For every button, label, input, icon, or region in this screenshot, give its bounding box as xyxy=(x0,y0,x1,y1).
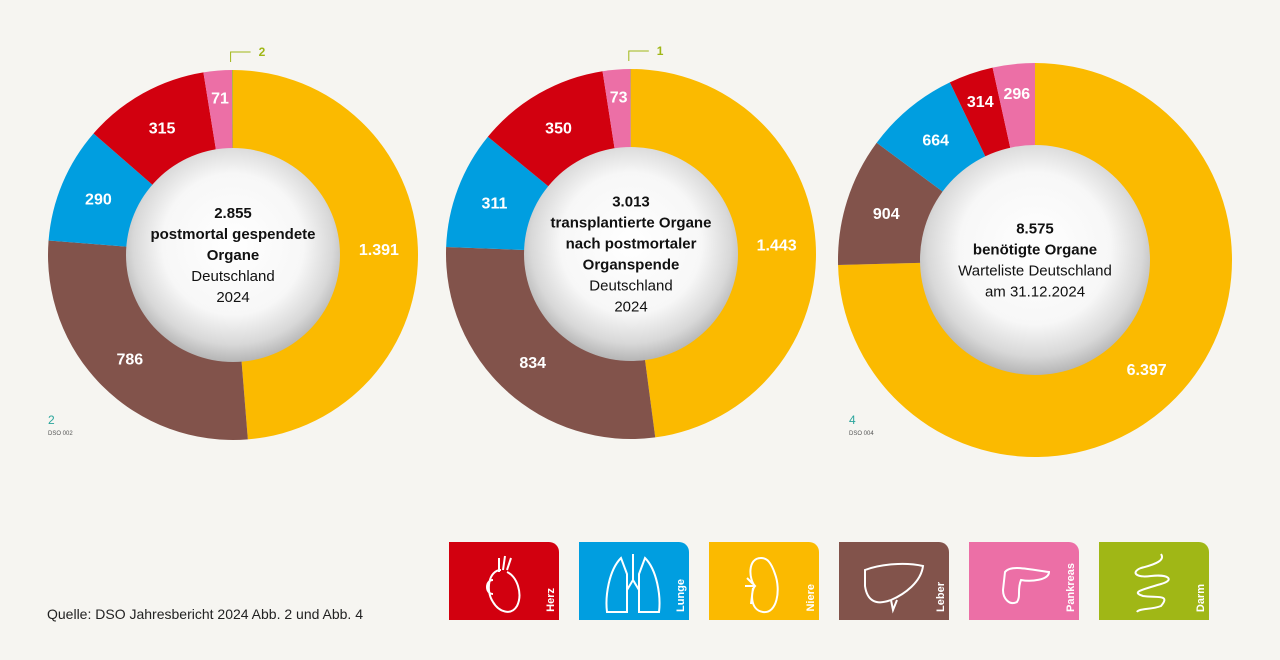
donut-center xyxy=(126,148,340,362)
data-label: 6.397 xyxy=(1127,362,1167,379)
data-label: 315 xyxy=(149,120,176,137)
legend-item-lunge: Lunge xyxy=(579,542,689,620)
donut-center xyxy=(920,145,1150,375)
legend-label: Niere xyxy=(805,584,817,612)
legend-item-herz: Herz xyxy=(449,542,559,620)
donut-chart-1: 1.391 786 290 315 71 2 2.855 postmortal gespend… xyxy=(48,45,418,440)
source-note: Quelle: DSO Jahresbericht 2024 Abb. 2 un… xyxy=(47,606,363,622)
legend-label: Lunge xyxy=(675,579,687,612)
data-label: 2 xyxy=(259,45,266,59)
data-label: 1.443 xyxy=(757,237,797,254)
data-label: 904 xyxy=(873,206,900,223)
figure-code: DSO 004 xyxy=(849,431,874,437)
lungs-icon xyxy=(605,554,661,613)
center-title: transplantierte Organe xyxy=(551,215,712,232)
center-subtitle: am 31.12.2024 xyxy=(985,284,1085,301)
data-label: 786 xyxy=(116,351,143,368)
legend-label: Darm xyxy=(1195,583,1207,612)
center-subtitle: Deutschland xyxy=(589,278,672,295)
data-label: 311 xyxy=(482,195,508,212)
center-title: 8.575 xyxy=(1016,221,1054,238)
donut-center xyxy=(524,147,738,361)
figure-number: 2 xyxy=(48,413,55,427)
intestine-icon xyxy=(1134,553,1170,613)
legend-label: Pankreas xyxy=(1065,563,1077,612)
data-label: 664 xyxy=(922,133,949,150)
liver-icon xyxy=(864,562,925,614)
data-label: 314 xyxy=(967,94,994,111)
data-label: 71 xyxy=(211,91,229,108)
center-title: 2.855 xyxy=(214,205,252,222)
legend-item-darm: Darm xyxy=(1099,542,1209,620)
legend-item-leber: Leber xyxy=(839,542,949,620)
center-title: nach postmortaler xyxy=(566,236,697,253)
legend-label: Leber xyxy=(935,582,947,612)
data-label: 834 xyxy=(519,355,546,372)
data-label: 350 xyxy=(545,120,572,137)
center-subtitle: Warteliste Deutschland xyxy=(958,263,1112,280)
data-label: 296 xyxy=(1003,86,1030,103)
center-title: 3.013 xyxy=(612,194,650,211)
center-title: Organspende xyxy=(583,257,680,274)
donut-charts: 1.391 786 290 315 71 2 2.855 postmortal gespend… xyxy=(48,44,1233,457)
figure-number: 4 xyxy=(849,413,856,427)
data-label: 290 xyxy=(85,191,112,208)
legend-item-niere: Niere xyxy=(709,542,819,620)
center-subtitle: 2024 xyxy=(614,299,647,316)
donut-chart-2: 1.443 834 311 350 73 1 3.013 transplantierte Or… xyxy=(446,44,817,440)
callout-line xyxy=(230,51,251,63)
data-label: 1.391 xyxy=(359,242,399,259)
center-title: benötigte Organe xyxy=(973,242,1097,259)
callout-line xyxy=(628,50,649,62)
center-subtitle: Deutschland xyxy=(191,268,274,285)
legend-item-pankreas: Pankreas xyxy=(969,542,1079,620)
center-title: postmortal gespendete xyxy=(150,226,315,243)
data-label: 1 xyxy=(657,44,664,58)
kidney-icon xyxy=(745,556,779,614)
legend-label: Herz xyxy=(545,588,557,612)
donut-chart-3: 6.397 904 664 314 296 8.575 benötigte Organe Wa… xyxy=(838,63,1233,457)
heart-icon xyxy=(486,555,521,613)
center-title: Organe xyxy=(207,247,260,264)
center-subtitle: 2024 xyxy=(216,289,249,306)
pancreas-icon xyxy=(1001,566,1051,604)
figure-code: DSO 002 xyxy=(48,431,73,437)
data-label: 73 xyxy=(610,89,628,106)
